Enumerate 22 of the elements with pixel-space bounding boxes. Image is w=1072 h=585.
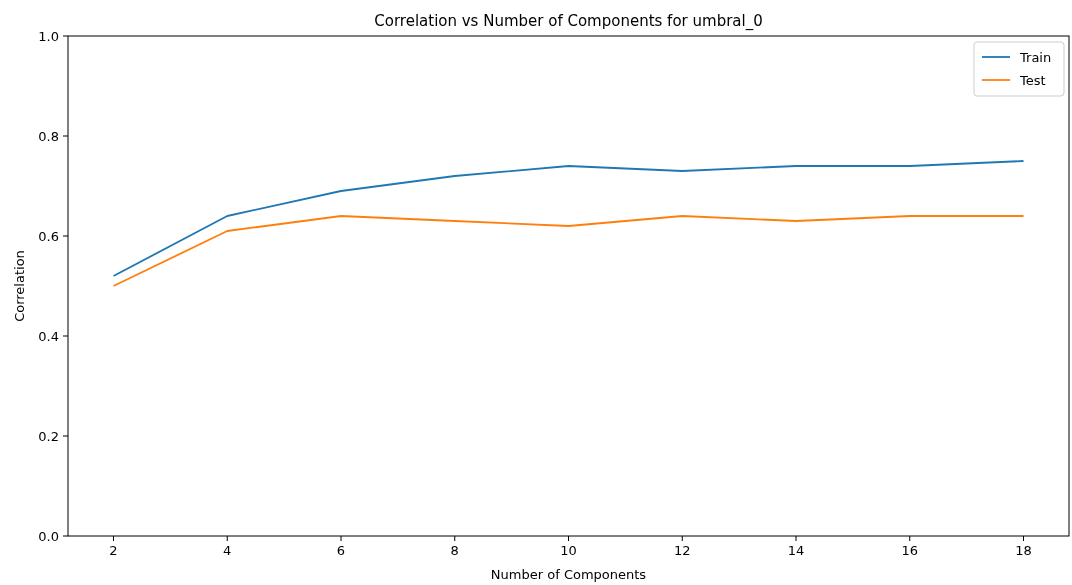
x-axis-title: Number of Components — [490, 567, 647, 582]
y-tick-label: 0.4 — [38, 328, 59, 344]
chart-title: Correlation vs Number of Components for umbral_0 — [374, 12, 763, 31]
y-axis-title: Correlation — [12, 250, 27, 322]
x-tick-label: 6 — [336, 543, 346, 558]
y-tick-label: 0.8 — [38, 128, 59, 144]
legend-label: Test — [1019, 73, 1046, 88]
x-tick-label: 12 — [673, 543, 691, 558]
x-tick-label: 16 — [901, 543, 919, 558]
x-tick-label: 2 — [109, 543, 118, 558]
x-tick-label: 8 — [450, 543, 459, 558]
legend-label: Train — [1019, 50, 1052, 65]
line-series — [112, 215, 1025, 287]
x-tick-label: 14 — [787, 543, 805, 558]
x-tick-label: 18 — [1015, 543, 1032, 558]
y-tick-label: 1.0 — [38, 28, 59, 44]
y-tick-label: 0.6 — [38, 228, 59, 244]
x-tick-label: 10 — [560, 543, 577, 558]
y-tick-label: 0.2 — [38, 428, 59, 444]
line-series — [112, 160, 1025, 277]
x-tick-label: 4 — [223, 543, 232, 558]
y-tick-label: 0.0 — [38, 528, 59, 544]
